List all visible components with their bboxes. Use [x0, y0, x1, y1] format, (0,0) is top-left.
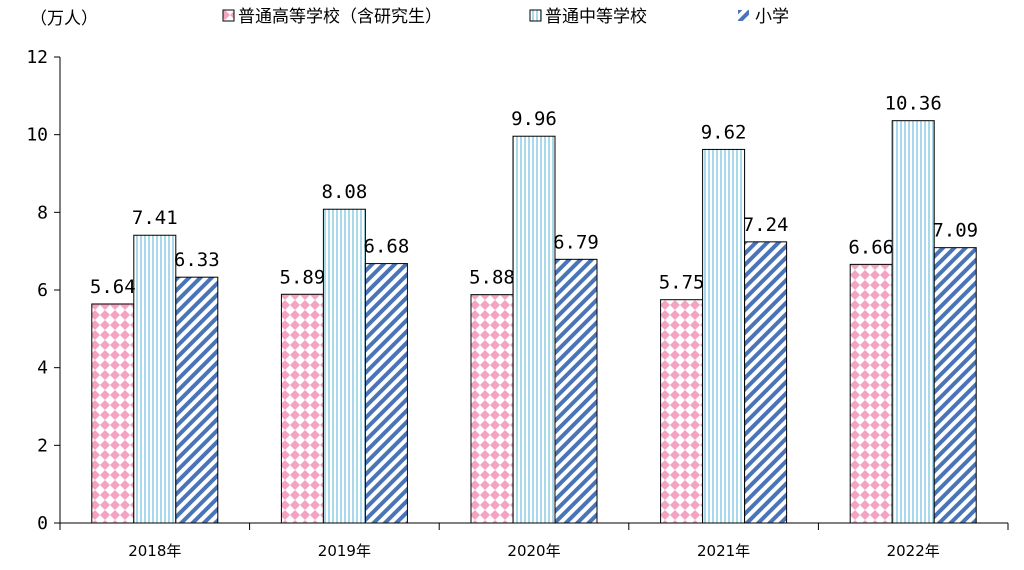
bar-primary-school — [554, 258, 598, 524]
bar-higher-education — [470, 294, 514, 524]
value-label-secondary-school: 7.41 — [132, 207, 178, 229]
value-labels: 5.64 7.41 6.33 5.89 8.08 6.68 5.88 9.96 6.79 5.75… — [90, 93, 978, 298]
x-tick-label: 2018年 — [128, 542, 181, 560]
y-unit-label: （万人） — [30, 9, 98, 29]
y-tick-label: 2 — [37, 435, 48, 456]
bar-higher-education — [849, 263, 893, 524]
value-label-higher-education: 5.89 — [280, 266, 326, 288]
legend-swatch-secondary-school — [529, 9, 542, 22]
value-label-secondary-school: 9.62 — [701, 121, 747, 143]
value-label-primary-school: 7.24 — [743, 214, 789, 236]
bar-secondary-school — [702, 148, 746, 524]
x-tick-label: 2020年 — [507, 542, 560, 560]
y-tick-label: 8 — [37, 202, 48, 223]
value-label-higher-education: 5.75 — [659, 272, 705, 294]
y-tick-label: 6 — [37, 280, 48, 301]
bar-primary-school — [364, 263, 408, 524]
value-label-higher-education: 5.88 — [469, 267, 515, 289]
value-label-primary-school: 6.68 — [364, 236, 410, 258]
y-tick-label: 10 — [26, 125, 48, 146]
value-label-primary-school: 7.09 — [932, 220, 978, 242]
x-tick-label: 2022年 — [887, 542, 940, 560]
bar-secondary-school — [322, 208, 366, 524]
value-label-secondary-school: 10.36 — [885, 93, 942, 115]
bar-higher-education — [91, 303, 135, 524]
legend-label-secondary-school: 普通中等学校 — [545, 7, 647, 27]
y-axis: 0 2 4 6 8 10 12 — [26, 47, 61, 534]
y-tick-label: 0 — [37, 513, 48, 534]
bar-higher-education — [280, 293, 324, 524]
value-label-secondary-school: 9.96 — [511, 108, 557, 130]
bar-primary-school — [933, 247, 977, 524]
x-tick-label: 2019年 — [318, 542, 371, 560]
bar-secondary-school — [891, 120, 935, 524]
legend-swatch-primary-school — [738, 10, 749, 21]
value-label-secondary-school: 8.08 — [322, 181, 368, 203]
value-label-higher-education: 6.66 — [848, 236, 894, 258]
bar-secondary-school — [133, 234, 177, 524]
x-tick-label: 2021年 — [697, 542, 750, 560]
bar-secondary-school — [512, 135, 556, 524]
legend: 普通高等学校（含研究生） 普通中等学校 小学 — [222, 7, 789, 27]
bar-primary-school — [744, 241, 788, 524]
legend-item-secondary-school: 普通中等学校 — [529, 7, 647, 27]
value-label-primary-school: 6.79 — [553, 231, 599, 253]
bar-primary-school — [175, 276, 219, 524]
y-tick-label: 12 — [26, 47, 48, 68]
y-tick-label: 4 — [37, 358, 48, 379]
legend-item-primary-school: 小学 — [738, 7, 789, 27]
bars — [91, 120, 977, 524]
bar-higher-education — [660, 299, 704, 524]
legend-label-higher-education: 普通高等学校（含研究生） — [238, 7, 442, 27]
legend-item-higher-education: 普通高等学校（含研究生） — [222, 7, 442, 27]
legend-swatch-higher-education — [222, 9, 235, 22]
value-label-higher-education: 5.64 — [90, 276, 136, 298]
value-label-primary-school: 6.33 — [174, 249, 220, 271]
legend-label-primary-school: 小学 — [755, 7, 789, 27]
x-axis: 2018年 2019年 2020年 2021年 2022年 — [59, 522, 1009, 560]
